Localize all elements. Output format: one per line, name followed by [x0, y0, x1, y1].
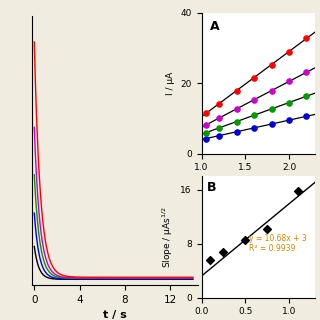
Point	[234, 119, 239, 124]
Point	[286, 100, 292, 105]
Point	[204, 136, 209, 141]
Point	[269, 122, 274, 127]
Point	[234, 106, 239, 111]
Point	[204, 122, 209, 127]
Point	[204, 130, 209, 135]
Point	[252, 75, 257, 80]
Text: y = 10.68x + 3
R² = 0.9939: y = 10.68x + 3 R² = 0.9939	[249, 234, 307, 253]
Point	[208, 258, 213, 263]
X-axis label: t / s: t / s	[103, 310, 127, 320]
Point	[286, 79, 292, 84]
Point	[221, 249, 226, 254]
Point	[304, 36, 309, 41]
Point	[243, 238, 248, 243]
Point	[252, 97, 257, 102]
Point	[295, 188, 300, 193]
Point	[217, 116, 222, 121]
Point	[217, 125, 222, 131]
Point	[217, 101, 222, 106]
Point	[252, 113, 257, 118]
Point	[269, 106, 274, 111]
Point	[304, 70, 309, 75]
Point	[217, 133, 222, 138]
Point	[204, 111, 209, 116]
Point	[286, 117, 292, 123]
Point	[269, 88, 274, 93]
Point	[252, 125, 257, 131]
Text: B: B	[207, 180, 217, 194]
Point	[286, 49, 292, 54]
Point	[234, 129, 239, 134]
Point	[304, 94, 309, 99]
Point	[304, 114, 309, 119]
Y-axis label: Slope / µAs$^{1/2}$: Slope / µAs$^{1/2}$	[160, 206, 175, 268]
Point	[265, 226, 270, 231]
Point	[269, 62, 274, 67]
Y-axis label: I / µA: I / µA	[166, 72, 175, 95]
Point	[234, 88, 239, 93]
Text: A: A	[210, 20, 219, 33]
X-axis label: t$^{-1/2}$ / s$^{-1/2}$: t$^{-1/2}$ / s$^{-1/2}$	[233, 178, 284, 190]
